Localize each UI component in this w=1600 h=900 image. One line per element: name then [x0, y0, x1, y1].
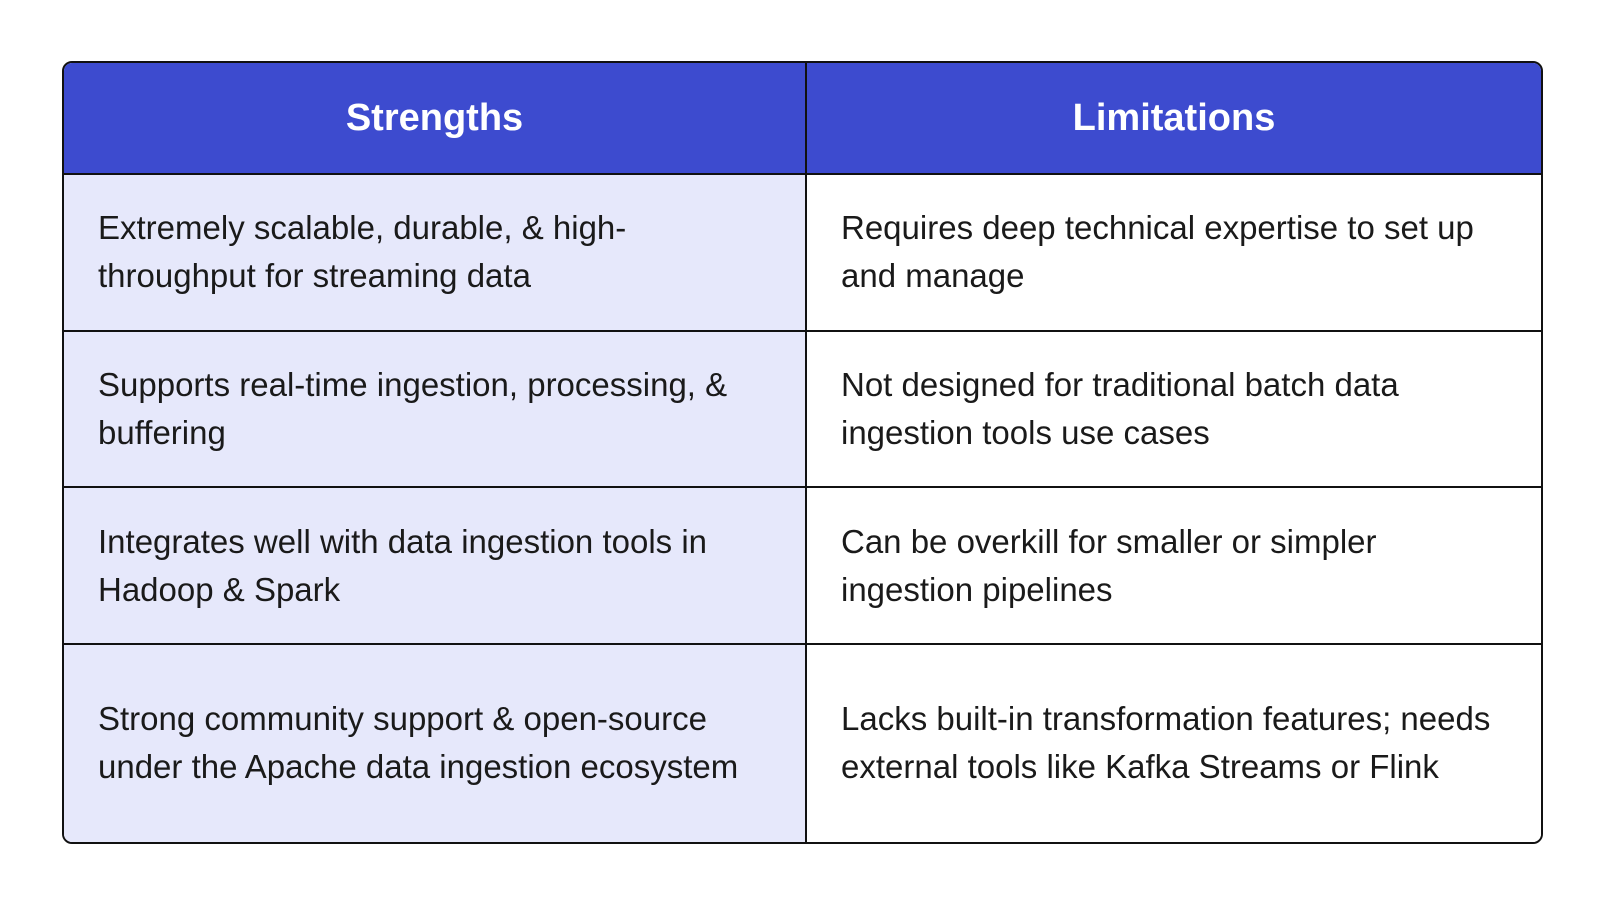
table-row: Extremely scalable, durable, & high-thro… [64, 174, 1541, 332]
strengths-header: Strengths [64, 63, 807, 175]
strengths-limitations-table: Strengths Limitations Extremely scalable… [64, 63, 1541, 842]
table-header-row: Strengths Limitations [64, 63, 1541, 175]
table-row: Strong community support & open-source u… [64, 643, 1541, 842]
strength-cell: Strong community support & open-source u… [64, 643, 807, 842]
limitation-cell: Can be overkill for smaller or simpler i… [806, 487, 1541, 645]
strength-cell: Integrates well with data ingestion tool… [64, 487, 807, 645]
strength-cell: Supports real-time ingestion, processing… [64, 330, 807, 489]
limitation-cell: Lacks built-in transformation features; … [806, 643, 1541, 842]
table-row: Supports real-time ingestion, processing… [64, 330, 1541, 489]
limitations-header: Limitations [806, 63, 1541, 175]
comparison-table-frame: Strengths Limitations Extremely scalable… [62, 61, 1543, 844]
limitation-cell: Requires deep technical expertise to set… [806, 174, 1541, 332]
strength-cell: Extremely scalable, durable, & high-thro… [64, 174, 807, 332]
table-row: Integrates well with data ingestion tool… [64, 487, 1541, 645]
limitation-cell: Not designed for traditional batch data … [806, 330, 1541, 489]
